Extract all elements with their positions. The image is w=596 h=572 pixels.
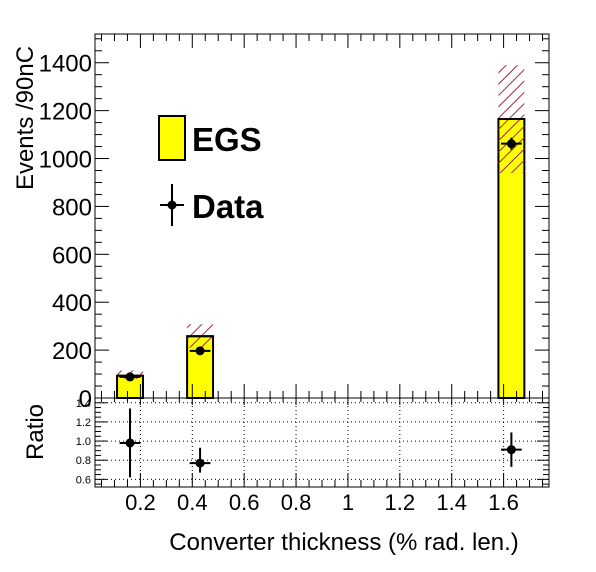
main-y-tick-label: 1000 [39, 147, 92, 174]
x-tick-label: 0.2 [125, 490, 156, 515]
legend: EGS Data [158, 115, 264, 226]
x-tick-label: 1.2 [385, 490, 416, 515]
legend-data-label: Data [192, 188, 264, 225]
main-y-tick-label: 0 [79, 386, 92, 413]
ratio-y-tick-label: 1.0 [76, 436, 91, 448]
data-point [195, 346, 205, 356]
x-tick-label: 1.6 [488, 490, 519, 515]
ratio-y-tick-label: 1.4 [76, 398, 91, 410]
main-y-axis-label: Events /90nC [12, 46, 39, 190]
x-tick-label: 0.4 [177, 490, 208, 515]
x-axis-label: Converter thickness (% rad. len.) [169, 529, 518, 556]
legend-egs-label: EGS [192, 121, 262, 158]
x-tick-label: 0.8 [281, 490, 312, 515]
ratio-plot-frame [94, 397, 550, 488]
ratio-point [125, 438, 135, 448]
main-plot-panel: 0 200 400 600 800 1000 1200 1400 Events /90nC E… [12, 33, 550, 413]
legend-egs-swatch [158, 115, 186, 161]
main-y-tick-label: 1400 [39, 51, 92, 78]
ratio-y-tick-label: 0.8 [76, 455, 91, 467]
data-point [506, 139, 516, 149]
data-point [125, 372, 135, 382]
main-y-tick-label: 400 [52, 290, 92, 317]
ratio-y-tick-label: 1.2 [76, 417, 91, 429]
main-y-tick-label: 1200 [39, 99, 92, 126]
x-tick-label: 1 [342, 490, 354, 515]
ratio-y-axis-label: Ratio [22, 404, 49, 460]
ratio-point [195, 458, 205, 468]
main-plot-frame [94, 33, 550, 399]
ratio-y-tick-label: 0.6 [76, 474, 91, 486]
legend-data-marker [167, 200, 177, 210]
main-y-tick-label: 800 [52, 194, 92, 221]
main-y-tick-label: 600 [52, 242, 92, 269]
x-tick-label: 0.6 [229, 490, 260, 515]
ratio-plot-panel: 0.6 0.8 1.0 1.2 1.4 0.2 0.4 0.6 0.8 1 1.2 1.4 1.6 R… [22, 397, 550, 556]
ratio-point [506, 445, 516, 455]
main-y-tick-label: 200 [52, 338, 92, 365]
x-tick-label: 1.4 [436, 490, 467, 515]
